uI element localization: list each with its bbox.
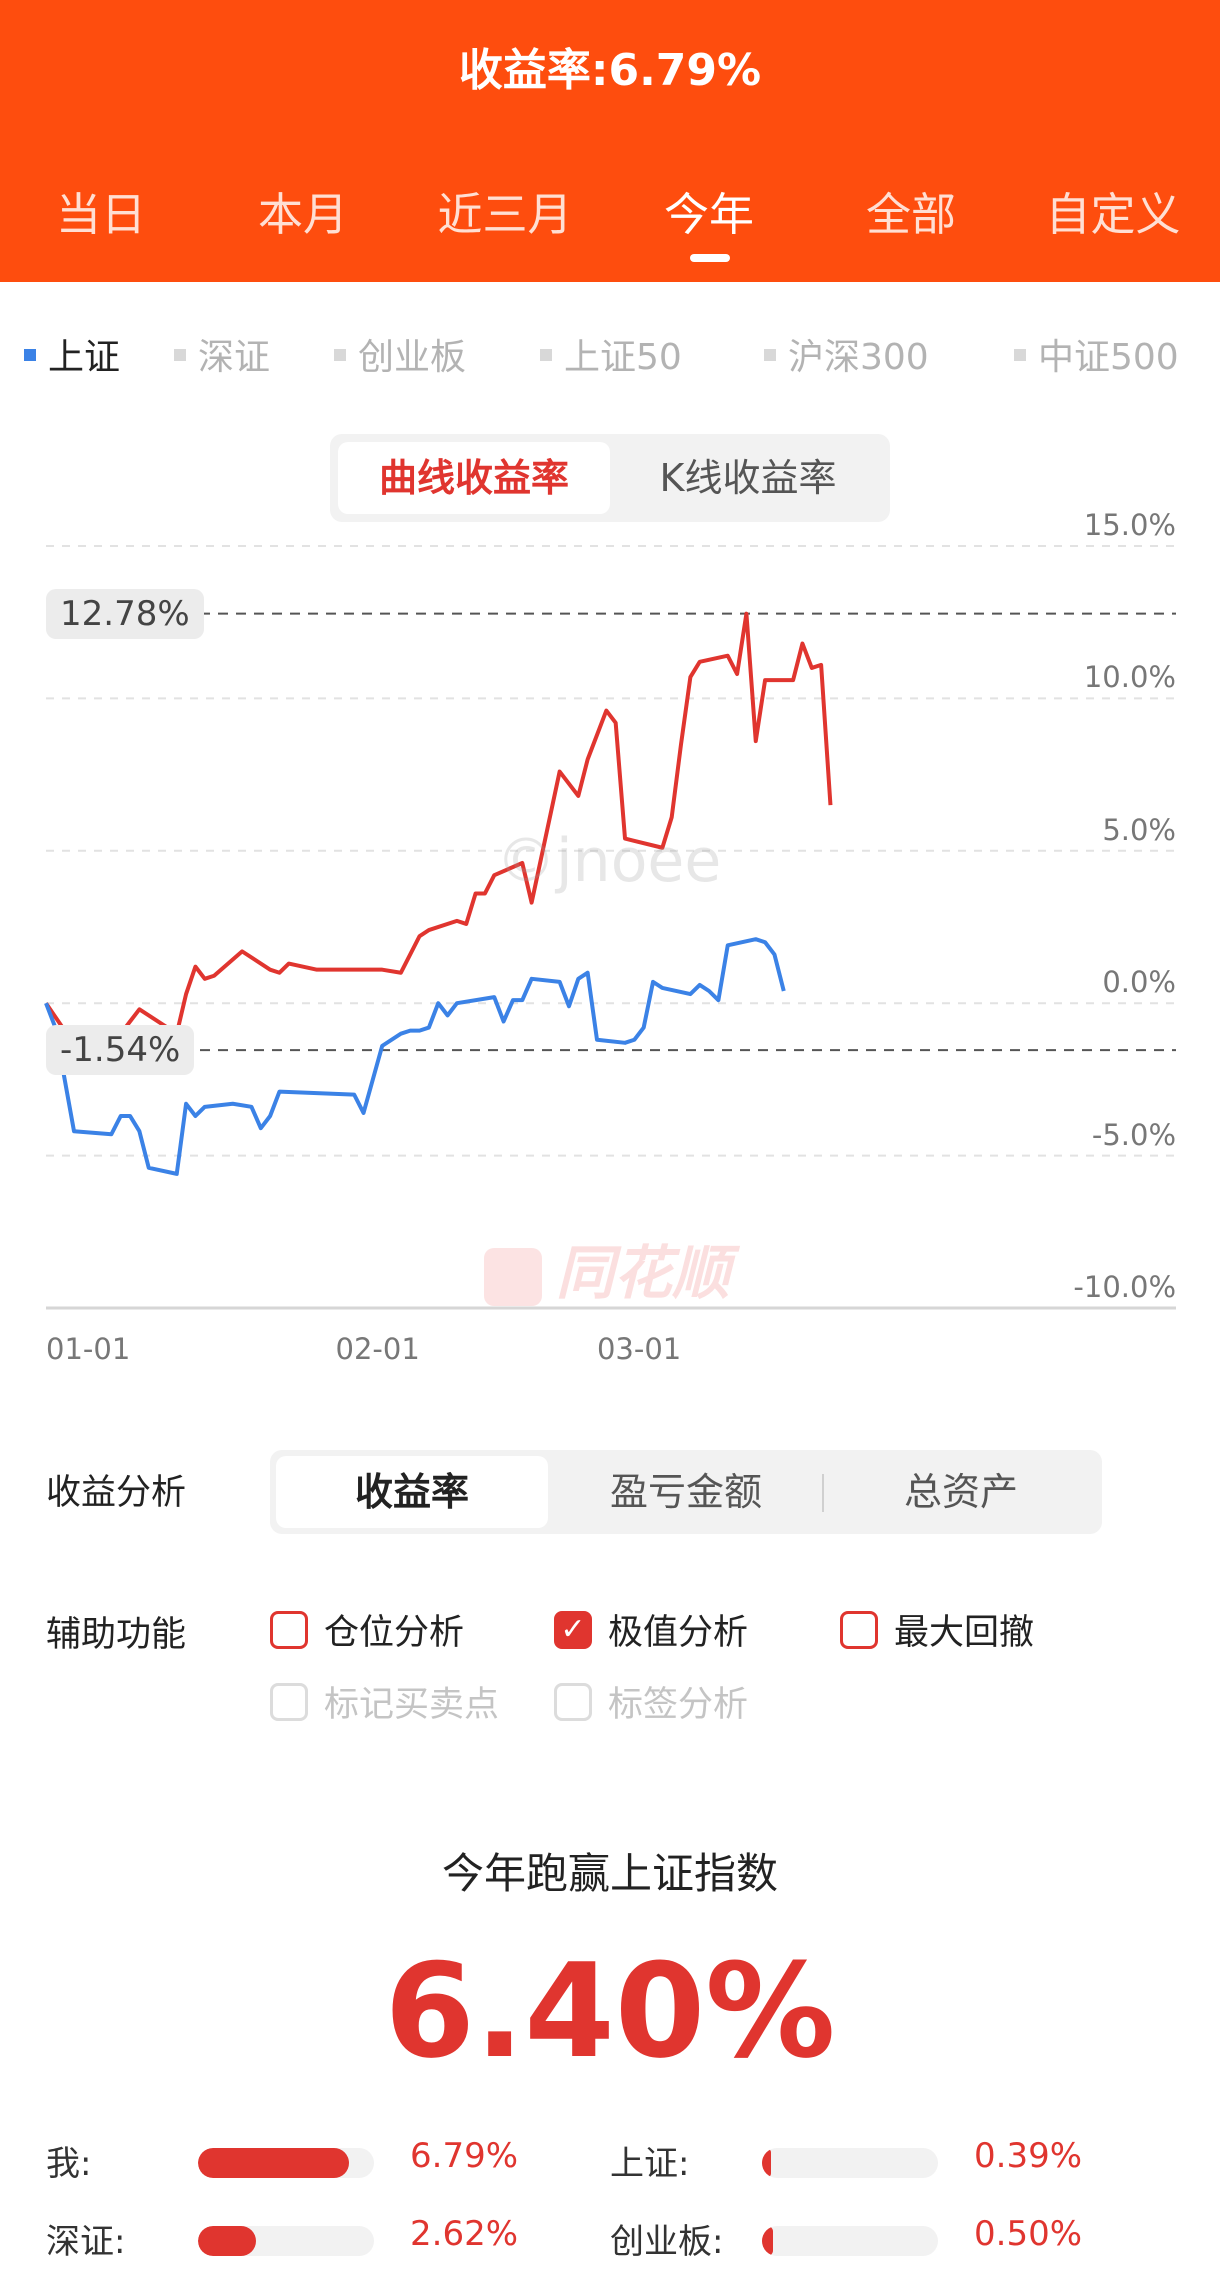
min-value-callout: -1.54%	[46, 1025, 195, 1076]
checkbox-icon	[270, 1611, 308, 1649]
legend-dot-icon	[334, 349, 346, 361]
compare-row-chinext: 创业板: 0.50%	[610, 2214, 1110, 2264]
compare-label: 深证:	[46, 2222, 126, 2262]
x-tick-label: 03-01	[596, 1332, 682, 1366]
portfolio-return-line	[44, 611, 833, 1048]
beat-index-title: 今年跑赢上证指数	[441, 1849, 778, 1898]
index-tab-label: 上证	[48, 337, 121, 378]
max-drawdown-checkbox[interactable]: 最大回撤	[840, 1604, 1034, 1655]
index-return-line	[44, 937, 786, 1176]
index-tab-label: 中证500	[1038, 337, 1179, 378]
y-tick-label: 15.0%	[1083, 508, 1176, 542]
return-chart: ©jnoee 同花顺 15.0% 10.0% 5.0% 0.0% -5.0% -10.0%…	[0, 508, 1220, 1370]
compare-row-shanghai: 上证: 0.39%	[610, 2136, 1110, 2186]
return-chart-svg	[44, 545, 1176, 1310]
checkbox-icon	[270, 1683, 308, 1721]
tab-profit-loss[interactable]: 盈亏金额	[609, 1470, 762, 1514]
checkbox-label: 标记买卖点	[324, 1685, 500, 1725]
compare-bar-fill	[762, 2148, 771, 2178]
chart-mode-toggle: 曲线收益率 K线收益率	[330, 434, 890, 522]
tab-this-year[interactable]: 今年	[663, 188, 754, 241]
tab-custom[interactable]: 自定义	[1045, 188, 1181, 241]
index-tab-shanghai[interactable]: 上证	[24, 328, 120, 380]
compare-value: 2.62%	[410, 2214, 519, 2254]
tab-total-assets[interactable]: 总资产	[903, 1470, 1018, 1514]
analysis-metric-toggle: 收益率 盈亏金额 总资产	[270, 1450, 1102, 1534]
checkbox-label: 最大回撤	[894, 1613, 1035, 1653]
index-tab-label: 创业板	[358, 337, 467, 378]
index-tab-shenzhen[interactable]: 深证	[174, 328, 270, 380]
compare-bar-fill	[198, 2148, 350, 2178]
y-tick-label: -10.0%	[1073, 1270, 1176, 1304]
brand-watermark-text: 同花顺	[556, 1239, 731, 1307]
compare-value: 6.79%	[410, 2136, 519, 2176]
author-watermark: ©jnoee	[496, 826, 722, 896]
tab-three-months[interactable]: 近三月	[437, 188, 573, 241]
legend-dot-icon	[540, 349, 552, 361]
checkbox-label: 仓位分析	[324, 1613, 465, 1653]
compare-value: 0.39%	[974, 2136, 1083, 2176]
checkbox-icon	[554, 1683, 592, 1721]
curve-return-button[interactable]: 曲线收益率	[338, 442, 610, 514]
tab-today[interactable]: 当日	[55, 188, 146, 241]
x-tick-label: 02-01	[335, 1332, 420, 1366]
checkbox-label: 标签分析	[608, 1685, 749, 1725]
compare-label: 上证:	[610, 2144, 690, 2184]
page-title: 收益率:6.79%	[458, 45, 762, 96]
tab-all[interactable]: 全部	[865, 188, 956, 241]
brand-logo-icon	[484, 1247, 542, 1306]
compare-bar-fill	[198, 2226, 257, 2256]
compare-bar-track	[762, 2148, 938, 2178]
kline-return-button[interactable]: K线收益率	[659, 456, 837, 500]
index-tab-label: 沪深300	[788, 337, 929, 378]
y-tick-label: 10.0%	[1083, 660, 1176, 695]
legend-dot-icon	[174, 349, 186, 361]
aux-label: 辅助功能	[46, 1615, 187, 1655]
legend-dot-icon	[764, 349, 776, 361]
trade-points-checkbox[interactable]: 标记买卖点	[270, 1676, 499, 1727]
y-tick-label: 5.0%	[1102, 812, 1176, 847]
tab-this-month[interactable]: 本月	[257, 188, 348, 241]
y-tick-label: -5.0%	[1091, 1117, 1176, 1152]
extreme-analysis-checkbox[interactable]: ✓ 极值分析	[554, 1604, 748, 1655]
compare-label: 我:	[46, 2144, 92, 2184]
x-tick-label: 01-01	[46, 1332, 131, 1366]
position-analysis-checkbox[interactable]: 仓位分析	[270, 1604, 464, 1655]
compare-bar-fill	[762, 2226, 773, 2256]
compare-bar-track	[762, 2226, 938, 2256]
compare-label: 创业板:	[610, 2222, 724, 2262]
index-tab-chinext[interactable]: 创业板	[334, 328, 466, 380]
segment-divider	[822, 1474, 824, 1512]
y-tick-label: 0.0%	[1102, 965, 1176, 1000]
compare-bar-track	[198, 2148, 374, 2178]
compare-row-shenzhen: 深证: 2.62%	[46, 2214, 546, 2264]
compare-value: 0.50%	[974, 2214, 1083, 2254]
active-tab-indicator	[690, 254, 730, 262]
tab-return-rate[interactable]: 收益率	[276, 1456, 548, 1528]
analysis-label: 收益分析	[46, 1473, 187, 1513]
period-tabs: 当日 本月 近三月 今年 全部 自定义	[0, 178, 1220, 248]
compare-row-me: 我: 6.79%	[46, 2136, 546, 2186]
index-tab-csi300[interactable]: 沪深300	[764, 328, 929, 380]
index-tabs: 上证 深证 创业板 上证50 沪深300 中证500	[0, 328, 1220, 378]
index-tab-sse50[interactable]: 上证50	[540, 328, 682, 380]
checkmark-icon: ✓	[554, 1611, 592, 1649]
legend-dot-icon	[24, 349, 36, 361]
checkbox-label: 极值分析	[608, 1613, 749, 1653]
index-tab-label: 上证50	[564, 337, 682, 378]
checkbox-icon	[840, 1611, 878, 1649]
index-tab-csi500[interactable]: 中证500	[1014, 328, 1179, 380]
beat-index-value: 6.40%	[384, 1935, 836, 2087]
header: 收益率:6.79% 当日 本月 近三月 今年 全部 自定义	[0, 0, 1220, 282]
tag-analysis-checkbox[interactable]: 标签分析	[554, 1676, 748, 1727]
compare-bar-track	[198, 2226, 374, 2256]
index-tab-label: 深证	[198, 337, 271, 378]
brand-watermark: 同花顺	[484, 1226, 730, 1310]
max-value-callout: 12.78%	[46, 588, 204, 639]
legend-dot-icon	[1014, 349, 1026, 361]
